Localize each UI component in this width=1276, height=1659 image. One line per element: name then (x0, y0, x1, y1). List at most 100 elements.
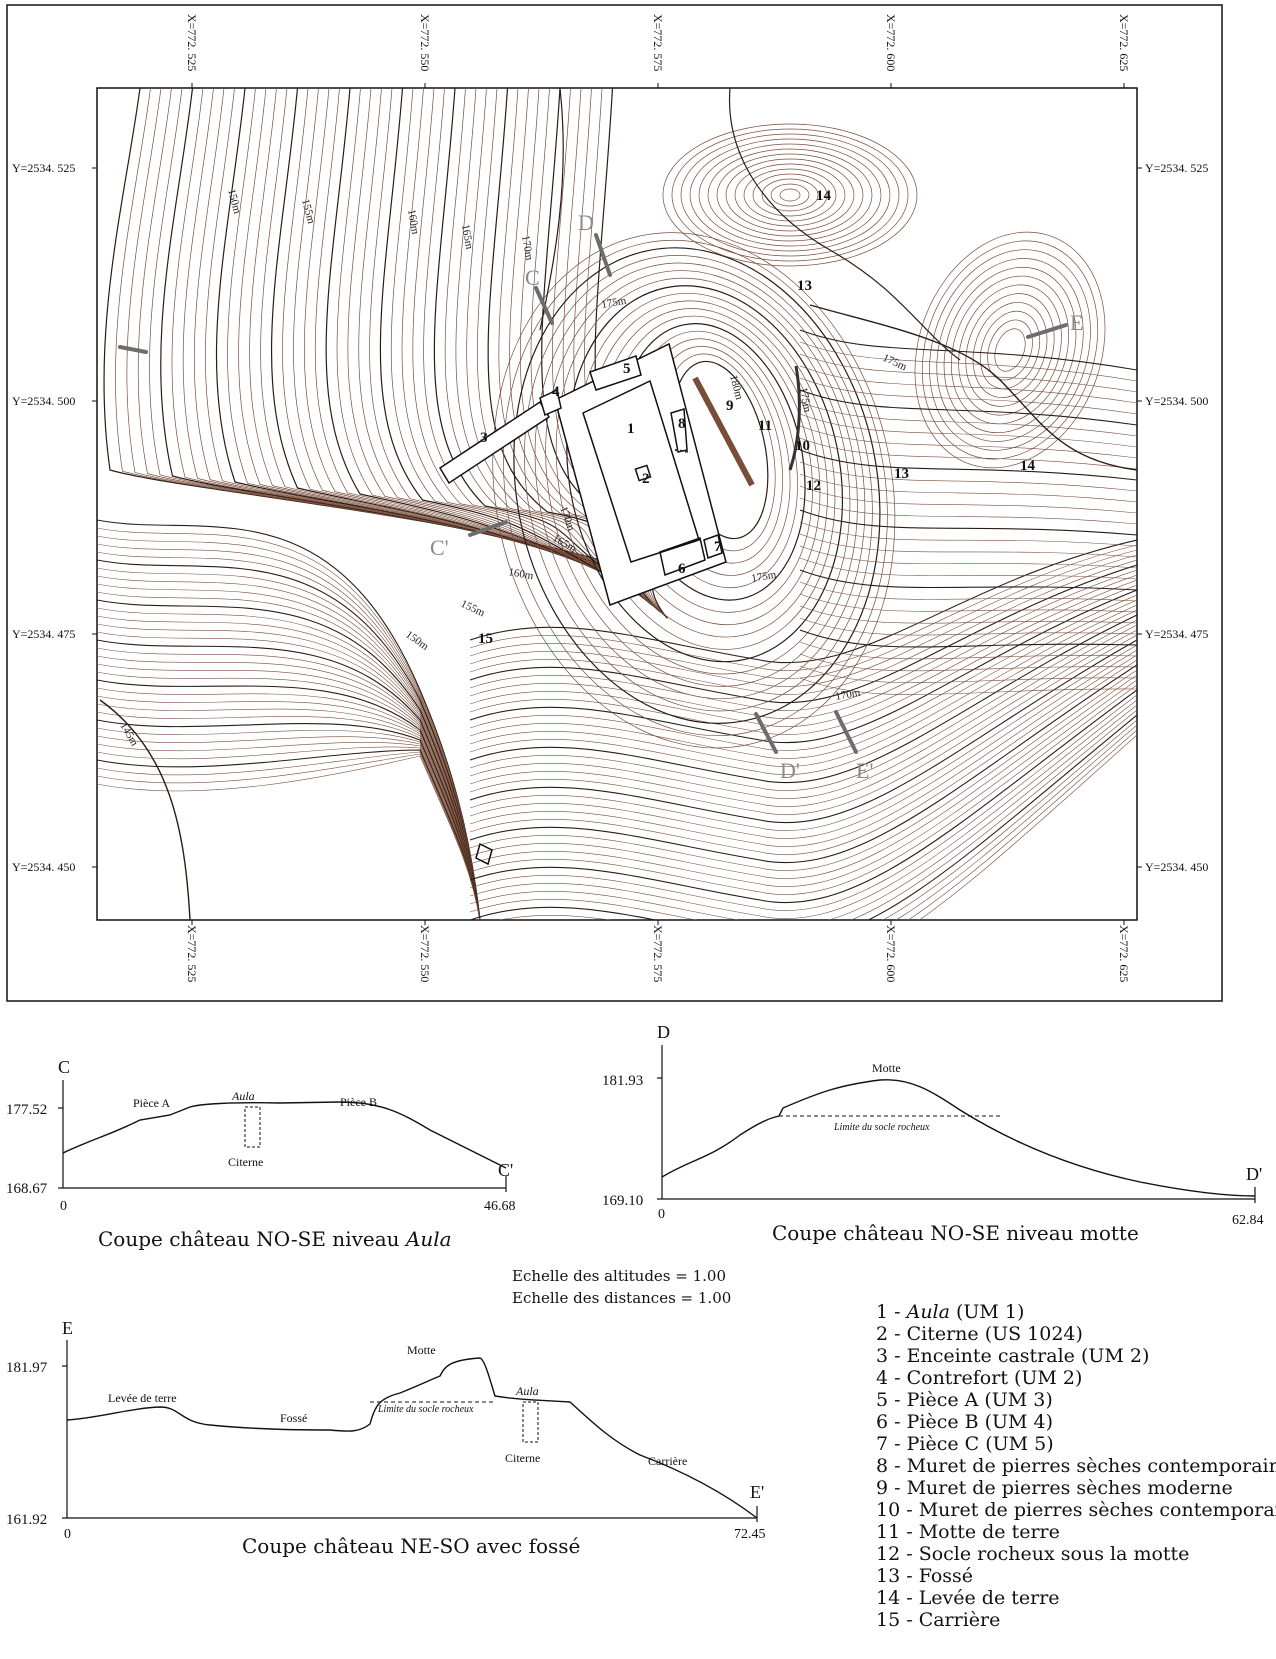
section-line (754, 712, 778, 754)
contour-ne-hill (779, 188, 801, 202)
profile-e-bedrock-label: Limite du socle rocheux (377, 1404, 474, 1415)
x-label-bottom: X=772. 525 (185, 925, 199, 982)
legend-item-text: (UM 1) (949, 1301, 1025, 1323)
feature-number: 9 (726, 398, 734, 414)
contour-ne-hill (716, 153, 864, 237)
contour-knoll (513, 247, 881, 724)
caption-c-em: Aula (405, 1227, 452, 1251)
contour-e-hill (950, 275, 1070, 425)
contour-south (469, 634, 1137, 815)
contour-west (336, 88, 632, 588)
feature-number: 6 (678, 561, 686, 577)
x-label-top: X=772. 575 (651, 14, 665, 71)
feature-number: 13 (797, 278, 812, 294)
feature-number: 7 (714, 539, 722, 555)
contour-west (314, 88, 629, 586)
contour-west (260, 88, 622, 579)
contour-e-hill (929, 249, 1091, 451)
buttress (539, 388, 562, 417)
contour-valley (97, 719, 481, 920)
contour-label: 175m (881, 352, 909, 374)
contour-valley (97, 735, 481, 920)
contour-valley (97, 607, 481, 920)
legend-item: 1 - Aula (UM 1) (876, 1301, 1276, 1323)
contour-valley (97, 623, 481, 920)
contour-south (469, 614, 1137, 784)
contour-knoll (534, 262, 866, 699)
contour-south (469, 654, 1137, 847)
y-label-left: Y=2534. 450 (12, 860, 75, 874)
contour-e-hill (936, 258, 1084, 442)
contour-east (799, 497, 1137, 525)
x-label-top: X=772. 600 (884, 14, 898, 71)
profile-e-ditch: Fossé (280, 1411, 307, 1425)
contour-valley (97, 742, 481, 920)
contour-south (469, 689, 1137, 904)
profile-c-cistern (244, 1106, 261, 1148)
section-marker: E (1070, 310, 1083, 335)
profile-d-start: D (657, 1022, 670, 1042)
profile-e-cistern-label: Citerne (505, 1451, 540, 1465)
legend-item-text: Pièce A (UM 3) (906, 1389, 1053, 1411)
profile-c-x0: 0 (60, 1199, 67, 1214)
aula-inner-wall (582, 379, 700, 563)
legend-item-text: Pièce B (UM 4) (906, 1411, 1054, 1433)
contour-label: 155m (299, 198, 317, 226)
contour-ne-hill (680, 133, 900, 257)
legend-item-number: 10 - (876, 1499, 919, 1521)
contour-south (469, 699, 1137, 919)
legend-item-text: Citerne (US 1024) (906, 1323, 1083, 1345)
contour-east (799, 653, 1137, 672)
contour-south (469, 659, 1137, 855)
contour-west (412, 88, 643, 597)
contour-east (799, 605, 1137, 624)
contour-west (171, 88, 610, 569)
profile-e-motte: Motte (407, 1343, 436, 1357)
contour-south (469, 539, 1137, 664)
contour-west (249, 88, 620, 578)
section-line (834, 710, 858, 754)
profile-c-curve (62, 1101, 507, 1169)
contour-east (799, 557, 1137, 580)
y-label-right: Y=2534. 475 (1145, 627, 1208, 641)
contour-east (799, 377, 1137, 415)
contour-west (444, 88, 647, 601)
contour-label: 150m (403, 629, 431, 653)
profile-e-ymax: 181.97 (6, 1360, 48, 1376)
legend-item: 11 - Motte de terre (876, 1521, 1276, 1543)
contour-ne-hill (725, 158, 855, 232)
contour-south (469, 649, 1137, 839)
profile-c-ymin: 168.67 (6, 1181, 48, 1197)
contour-knoll (524, 255, 873, 712)
contour-valley (97, 711, 481, 920)
contour-west (304, 88, 628, 584)
contour-west (325, 88, 631, 587)
contour-south (469, 559, 1137, 695)
profile-e-start: E (62, 1318, 73, 1338)
contour-175-east (809, 304, 1137, 471)
contour-west (423, 88, 644, 598)
contour-west (358, 88, 635, 591)
profile-c-room-b: Pièce B (340, 1095, 377, 1109)
contour-east (799, 677, 1137, 695)
section-marker: C (525, 265, 540, 290)
y-label-right: Y=2534. 525 (1145, 161, 1208, 175)
contour-label: 160m (507, 566, 534, 582)
contour-east (799, 353, 1137, 393)
contour-south (469, 594, 1137, 751)
contour-145 (99, 699, 191, 920)
contour-east (799, 521, 1137, 547)
room-c (703, 534, 723, 559)
x-label-top: X=772. 550 (418, 14, 432, 71)
y-label-left: Y=2534. 475 (12, 627, 75, 641)
profile-e-x0: 0 (64, 1527, 71, 1542)
profile-c-aula: Aula (231, 1089, 255, 1103)
feature-number: 11 (758, 418, 772, 434)
legend-item-number: 12 - (876, 1543, 919, 1565)
contour-east (799, 365, 1137, 404)
profile-e-x1: 72.45 (734, 1527, 766, 1542)
contour-label: 170m (519, 234, 535, 261)
contour-valley (97, 753, 481, 920)
contour-south (469, 604, 1137, 767)
contour-valley (97, 749, 481, 920)
